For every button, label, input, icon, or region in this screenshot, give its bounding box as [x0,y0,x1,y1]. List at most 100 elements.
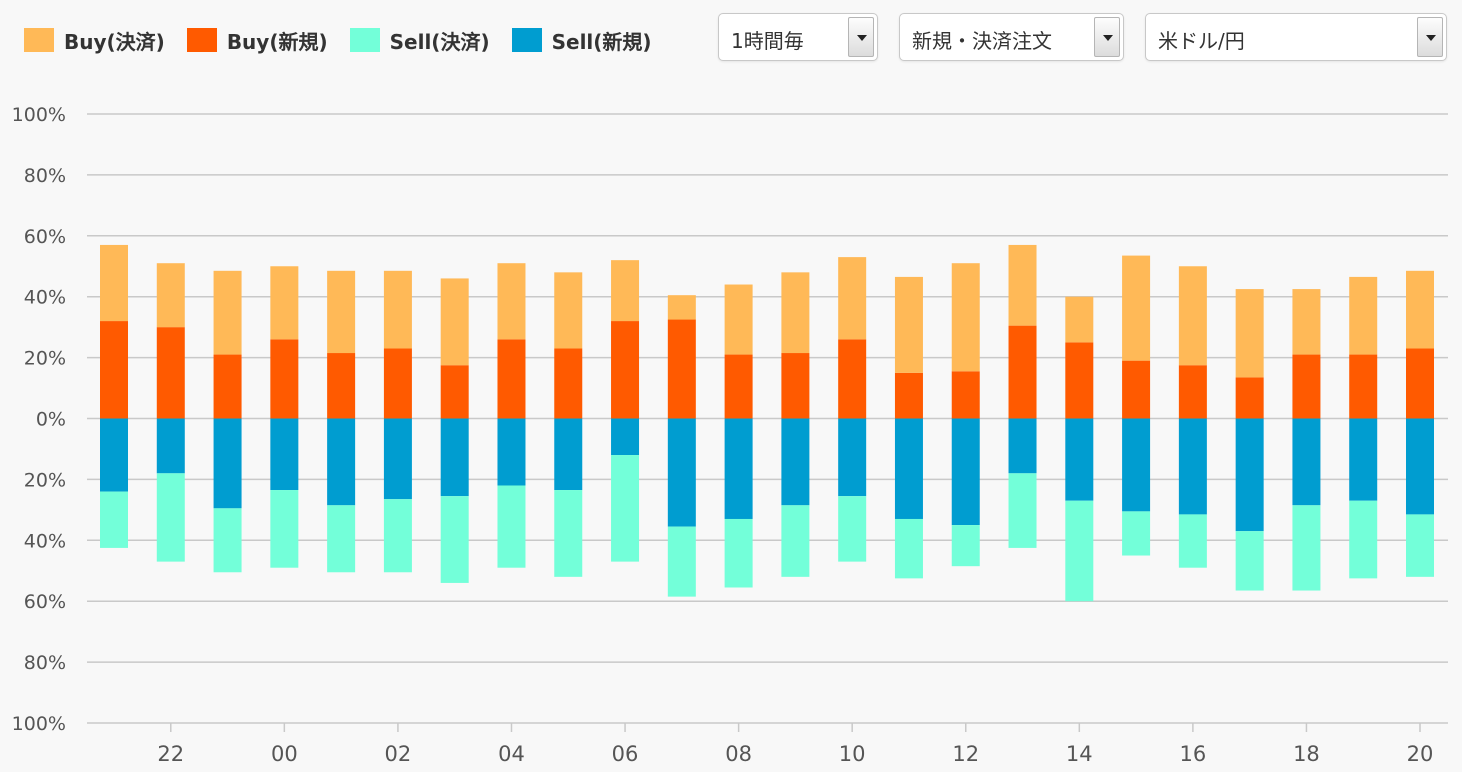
bar-sell-new [554,418,583,491]
bar-sell-close [554,490,583,577]
bar-sell-new [838,418,867,497]
legend-label-sell-new: Sell(新規) [551,29,652,54]
bar-buy-new [270,339,299,419]
bar-sell-new [1178,418,1207,515]
interval-select[interactable]: 1時間毎 [718,13,878,61]
bar-sell-close [1008,473,1037,548]
bar-sell-close [781,505,810,577]
bar-sell-new [724,418,753,519]
y-tick-label: 0% [36,409,66,431]
y-tick-label: 100% [12,713,66,735]
chevron-down-icon[interactable] [1094,17,1120,57]
bar-buy-new [327,353,356,419]
bar-sell-close [270,490,299,568]
bar-buy-close [100,244,128,322]
interval-select-value: 1時間毎 [731,29,804,53]
bar-buy-close [270,266,299,340]
bar-sell-close [1065,500,1094,602]
bar-buy-new [611,321,640,419]
bar-sell-new [327,418,356,506]
legend-item-buy-close[interactable]: Buy(決済) [24,26,165,55]
bar-buy-close [1178,266,1207,366]
bar-sell-close [667,526,696,597]
y-tick-label: 40% [24,287,66,309]
bar-sell-close [1178,514,1207,568]
bar-sell-close [1349,500,1378,579]
bar-sell-new [611,418,640,456]
bar-buy-close [838,257,867,340]
bar-sell-close [611,455,640,562]
y-tick-label: 80% [24,165,66,187]
bar-buy-new [383,348,412,419]
y-tick-label: 100% [12,104,66,126]
bar-buy-new [781,353,810,419]
legend-item-sell-new[interactable]: Sell(新規) [511,26,652,55]
bar-buy-new [213,354,242,419]
bar-sell-new [440,418,469,497]
bar-sell-new [667,418,696,527]
x-tick-label: 12 [952,742,979,766]
y-axis-labels: 100% 80% 60% 40% 20% 0% 20% 40% 60% 80% 100% [12,104,66,735]
bar-sell-close [383,499,412,573]
bar-buy-close [383,270,412,349]
bar-sell-close [838,496,867,562]
bar-sell-new [1406,418,1434,515]
bar-buy-new [1292,354,1321,419]
legend-item-buy-new[interactable]: Buy(新規) [186,26,328,55]
bar-sell-new [894,418,923,519]
bar-buy-new [667,319,696,419]
legend-swatch-sell-close [349,28,380,52]
bar-sell-close [951,525,980,567]
bar-sell-new [100,418,128,492]
chevron-down-icon[interactable] [1417,17,1443,57]
x-tick-label: 18 [1293,742,1320,766]
bar-buy-close [667,295,696,320]
bar-buy-close [497,263,526,340]
y-tick-label: 60% [24,226,66,248]
bar-buy-close [951,263,980,372]
x-tick-label: 04 [498,742,525,766]
bar-sell-close [327,505,356,573]
x-axis: 22 00 02 04 06 08 10 12 14 16 18 20 [157,723,1433,766]
x-tick-label: 16 [1180,742,1207,766]
bar-buy-new [724,354,753,419]
legend-item-sell-close[interactable]: Sell(決済) [349,26,490,55]
x-tick-label: 20 [1407,742,1434,766]
bar-sell-new [781,418,810,506]
bar-sell-close [1122,511,1151,556]
bar-sell-new [1008,418,1037,474]
y-tick-label: 20% [24,348,66,370]
currency-pair-select-value: 米ドル/円 [1158,29,1245,53]
bar-sell-new [1349,418,1378,501]
x-tick-label: 08 [725,742,752,766]
bar-buy-close [1065,296,1094,343]
bar-buy-close [1235,289,1264,378]
x-tick-label: 02 [385,742,412,766]
bar-buy-close [554,272,583,349]
legend-swatch-buy-close [24,28,54,52]
chart-grid [87,113,1448,724]
bar-sell-close [724,518,753,588]
bar-buy-close [724,284,753,355]
x-tick-label: 06 [612,742,639,766]
y-tick-label: 40% [24,530,66,552]
bar-buy-close [611,260,640,322]
bar-sell-close [100,491,128,548]
x-tick-label: 10 [839,742,866,766]
bar-buy-new [554,348,583,419]
bar-buy-new [497,339,526,419]
bar-buy-new [100,321,128,419]
bar-sell-new [156,418,185,474]
order-type-select[interactable]: 新規・決済注文 [899,13,1124,61]
bar-buy-new [440,365,469,419]
currency-pair-select[interactable]: 米ドル/円 [1145,13,1447,61]
bar-buy-new [156,327,185,419]
bar-sell-close [1235,531,1264,591]
bar-buy-close [156,263,185,328]
chevron-down-icon[interactable] [848,17,874,57]
bar-sell-close [213,508,242,573]
bar-sell-close [156,473,185,562]
bar-sell-new [1065,418,1094,501]
bar-sell-close [497,485,526,568]
bar-buy-new [1349,354,1378,419]
